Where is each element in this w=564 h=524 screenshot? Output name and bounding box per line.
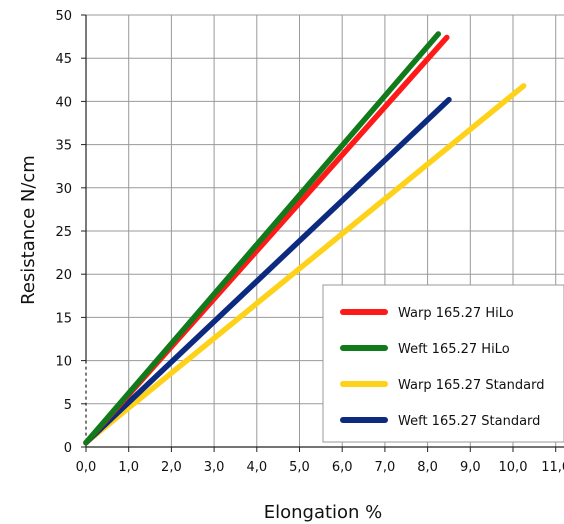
y-tick-label: 35 [55, 139, 72, 154]
y-tick-label: 45 [55, 52, 72, 67]
series-lines [83, 31, 527, 446]
x-tick-label: 5,0 [289, 460, 310, 475]
y-tick-label: 25 [55, 225, 72, 240]
x-tick-label: 3,0 [204, 460, 225, 475]
x-tick-label: 0,0 [76, 460, 97, 475]
series-line-3 [83, 96, 452, 446]
x-tick-label: 4,0 [246, 460, 267, 475]
x-axis-title: Elongation % [264, 502, 383, 523]
y-tick-label: 5 [64, 398, 72, 413]
y-tick-label: 50 [55, 9, 72, 24]
y-tick-label: 0 [64, 441, 72, 456]
x-tick-label: 11,0 [541, 460, 564, 475]
axes [81, 14, 564, 452]
legend-label: Weft 165.27 Standard [398, 414, 540, 429]
x-tick-label: 9,0 [460, 460, 481, 475]
x-tick-label: 7,0 [375, 460, 396, 475]
legend-label: Warp 165.27 Standard [398, 378, 544, 393]
y-tick-label: 10 [55, 355, 72, 370]
y-axis-title: Resistance N/cm [18, 155, 39, 305]
legend-label: Weft 165.27 HiLo [398, 342, 510, 357]
y-tick-label: 15 [55, 311, 72, 326]
y-tick-label: 20 [55, 268, 72, 283]
y-tick-labels: 0 5 10 15 20 25 30 35 40 45 50 [55, 9, 72, 456]
legend: Warp 165.27 HiLo Weft 165.27 HiLo Warp 165… [322, 284, 564, 443]
x-tick-label: 2,0 [161, 460, 182, 475]
x-tick-label: 10,0 [499, 460, 528, 475]
x-tick-label: 6,0 [332, 460, 353, 475]
legend-label: Warp 165.27 HiLo [398, 306, 514, 321]
y-tick-label: 40 [55, 95, 72, 110]
y-tick-label: 30 [55, 182, 72, 197]
series-line-2 [83, 83, 527, 446]
x-tick-labels: 0,0 1,0 2,0 3,0 4,0 5,0 6,0 7,0 8,0 9,0 10,0 11,0 [76, 460, 564, 475]
x-tick-label: 1,0 [118, 460, 139, 475]
series-line-1 [83, 31, 442, 446]
x-tick-label: 8,0 [417, 460, 438, 475]
